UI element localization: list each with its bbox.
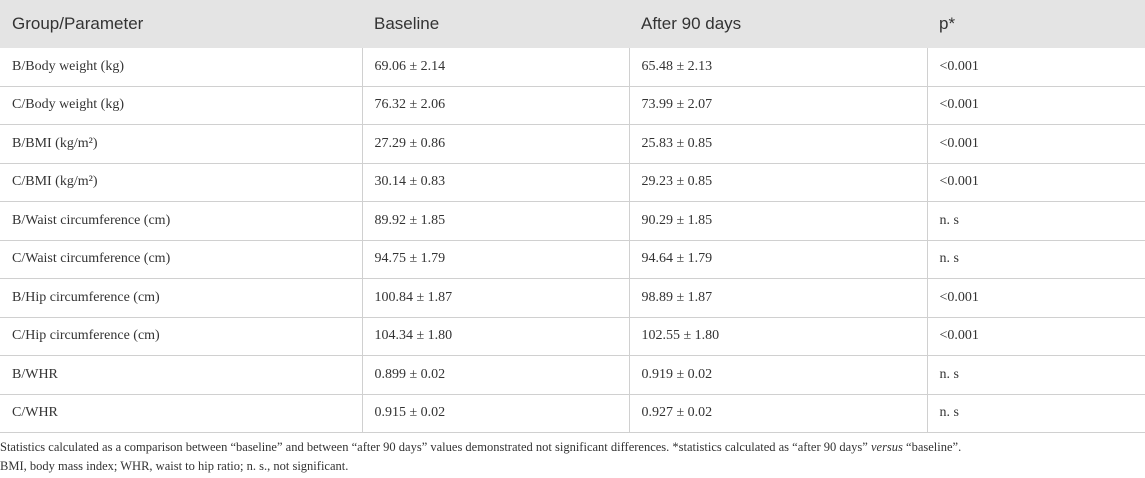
table-cell: 29.23 ± 0.85 <box>628 163 928 202</box>
table-row: B/BMI (kg/m²) 27.29 ± 0.86 25.83 ± 0.85 <0.… <box>0 124 1145 164</box>
header-row: Group/Parameter Baseline After 90 days p* <box>0 0 1145 48</box>
table-row: C/BMI (kg/m²) 30.14 ± 0.83 29.23 ± 0.85 <0.… <box>0 163 1145 202</box>
table-cell: C/WHR <box>0 394 363 433</box>
table-cell: 69.06 ± 2.14 <box>361 48 630 87</box>
table-cell: <0.001 <box>926 124 1145 164</box>
table-cell: B/Body weight (kg) <box>0 48 363 87</box>
footnote-abbreviations: BMI, body mass index; WHR, waist to hip … <box>0 459 349 473</box>
table-cell: 0.915 ± 0.02 <box>361 394 630 433</box>
header-cell: p* <box>927 0 1145 48</box>
table-cell: n. s <box>926 240 1145 279</box>
table-cell: B/WHR <box>0 355 363 395</box>
table-cell: n. s <box>926 355 1145 395</box>
table-cell: 102.55 ± 1.80 <box>628 317 928 356</box>
table-cell: B/BMI (kg/m²) <box>0 124 363 164</box>
footnote-part: “baseline”. <box>902 440 962 454</box>
footnote-text: Statistics calculated as a comparison be… <box>0 438 1145 457</box>
table-cell: <0.001 <box>926 163 1145 202</box>
table-cell: C/Body weight (kg) <box>0 86 363 125</box>
table-body: B/Body weight (kg) 69.06 ± 2.14 65.48 ± 2.… <box>0 48 1145 433</box>
header-cell: Group/Parameter <box>0 0 362 48</box>
table-cell: 89.92 ± 1.85 <box>361 201 630 241</box>
table-row: C/Hip circumference (cm) 104.34 ± 1.80 102… <box>0 317 1145 356</box>
table-cell: <0.001 <box>926 48 1145 87</box>
table-cell: 90.29 ± 1.85 <box>628 201 928 241</box>
table-cell: 104.34 ± 1.80 <box>361 317 630 356</box>
footnote-italic: versus <box>870 440 903 454</box>
data-table: Group/Parameter Baseline After 90 days p* B… <box>0 0 1145 433</box>
table-cell: 98.89 ± 1.87 <box>628 278 928 318</box>
table-cell: <0.001 <box>926 86 1145 125</box>
table-cell: C/Hip circumference (cm) <box>0 317 363 356</box>
table-row: C/WHR 0.915 ± 0.02 0.927 ± 0.02 n. s <box>0 394 1145 433</box>
table-cell: 0.919 ± 0.02 <box>628 355 928 395</box>
table-cell: 94.64 ± 1.79 <box>628 240 928 279</box>
table-cell: n. s <box>926 394 1145 433</box>
table-cell: C/BMI (kg/m²) <box>0 163 363 202</box>
table-row: C/Body weight (kg) 76.32 ± 2.06 73.99 ± 2.… <box>0 86 1145 125</box>
table-row: C/Waist circumference (cm) 94.75 ± 1.79 94… <box>0 240 1145 279</box>
table-cell: <0.001 <box>926 278 1145 318</box>
table-cell: 65.48 ± 2.13 <box>628 48 928 87</box>
table-cell: 76.32 ± 2.06 <box>361 86 630 125</box>
table-cell: 73.99 ± 2.07 <box>628 86 928 125</box>
footnote: Statistics calculated as a comparison be… <box>0 433 1145 476</box>
table-cell: n. s <box>926 201 1145 241</box>
table-cell: 27.29 ± 0.86 <box>361 124 630 164</box>
table-cell: B/Hip circumference (cm) <box>0 278 363 318</box>
table-cell: 30.14 ± 0.83 <box>361 163 630 202</box>
header-cell: After 90 days <box>629 0 927 48</box>
header-cell: Baseline <box>362 0 629 48</box>
table-cell: B/Waist circumference (cm) <box>0 201 363 241</box>
table-row: B/Hip circumference (cm) 100.84 ± 1.87 98.… <box>0 278 1145 318</box>
footnote-part: Statistics calculated as a comparison be… <box>0 440 871 454</box>
table-cell: <0.001 <box>926 317 1145 356</box>
table-cell: 94.75 ± 1.79 <box>361 240 630 279</box>
table-cell: 0.927 ± 0.02 <box>628 394 928 433</box>
table-cell: C/Waist circumference (cm) <box>0 240 363 279</box>
table-cell: 100.84 ± 1.87 <box>361 278 630 318</box>
table-cell: 0.899 ± 0.02 <box>361 355 630 395</box>
table-row: B/Waist circumference (cm) 89.92 ± 1.85 90… <box>0 201 1145 241</box>
table-cell: 25.83 ± 0.85 <box>628 124 928 164</box>
table-row: B/WHR 0.899 ± 0.02 0.919 ± 0.02 n. s <box>0 355 1145 395</box>
table-row: B/Body weight (kg) 69.06 ± 2.14 65.48 ± 2.… <box>0 48 1145 87</box>
